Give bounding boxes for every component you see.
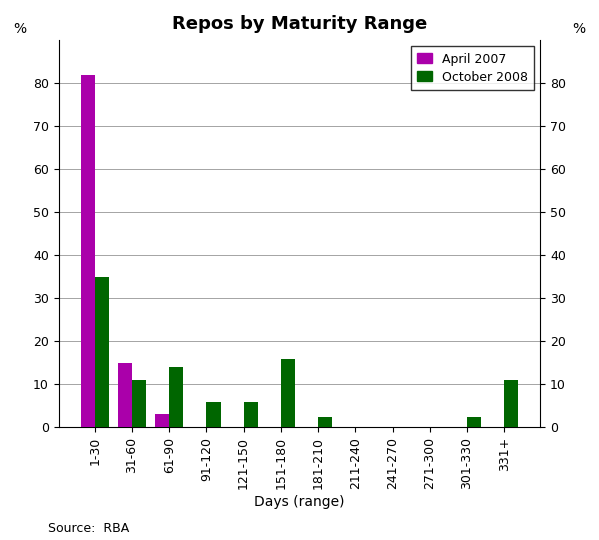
Bar [81, 75, 95, 427]
Bar [169, 367, 183, 427]
Bar [504, 380, 518, 427]
Text: %: % [572, 22, 585, 36]
Bar [132, 380, 146, 427]
Bar [155, 415, 169, 427]
Bar [281, 359, 295, 427]
Bar [207, 402, 220, 427]
Bar [467, 417, 481, 427]
X-axis label: Days (range): Days (range) [254, 495, 345, 509]
Legend: April 2007, October 2008: April 2007, October 2008 [410, 46, 534, 90]
Text: %: % [14, 22, 27, 36]
Bar [118, 363, 132, 427]
Bar [244, 402, 258, 427]
Title: Repos by Maturity Range: Repos by Maturity Range [172, 15, 427, 33]
Bar [318, 417, 332, 427]
Bar [95, 277, 109, 427]
Text: Source:  RBA: Source: RBA [48, 522, 129, 535]
